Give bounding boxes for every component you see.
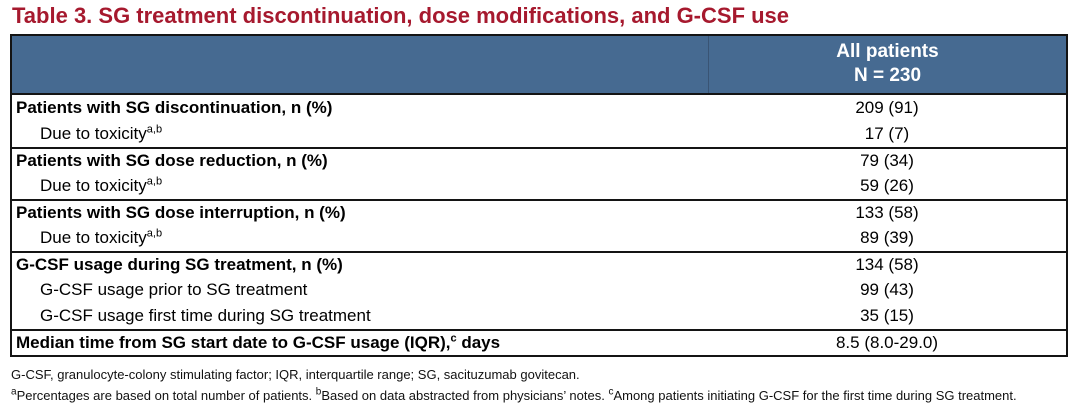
superscript-marker: a,b — [146, 123, 163, 136]
table-row: Patients with SG dose reduction, n (%) 79… — [12, 147, 1066, 173]
superscript-marker: a,b — [146, 175, 163, 188]
table-row: Patients with SG dose interruption, n (%… — [12, 199, 1066, 225]
data-table: All patients N = 230 Patients with SG di… — [10, 34, 1068, 358]
footnote-superscript-marker: a — [11, 387, 17, 399]
table-header-row: All patients N = 230 — [12, 36, 1066, 96]
footnote-superscript-marker: b — [315, 387, 322, 399]
footnote-superscript-marker: c — [608, 387, 614, 399]
header-empty-cell — [12, 36, 708, 93]
table-row: Due to toxicitya,b 17 (7) — [12, 121, 1066, 147]
row-label: G-CSF usage first time during SG treatme… — [40, 306, 371, 326]
table-row: Due to toxicitya,b 89 (39) — [12, 225, 1066, 251]
row-value: 8.5 (8.0-29.0) — [835, 333, 939, 353]
row-value: 17 (7) — [864, 124, 910, 144]
table-row: Due to toxicitya,b 59 (26) — [12, 173, 1066, 199]
table-title: Table 3. SG treatment discontinuation, d… — [12, 3, 790, 28]
footnotes: G-CSF, granulocyte-colony stimulating fa… — [11, 367, 1080, 403]
table-row: G-CSF usage prior to SG treatment 99 (43) — [12, 277, 1066, 303]
row-label: Patients with SG dose interruption, n (%… — [16, 203, 346, 223]
row-label: Patients with SG dose reduction, n (%) — [16, 151, 328, 171]
footnote-abbreviations: G-CSF, granulocyte-colony stimulating fa… — [11, 367, 580, 383]
row-value: 134 (58) — [855, 255, 919, 275]
row-value: 89 (39) — [860, 228, 914, 248]
table-row: Median time from SG start date to G-CSF … — [12, 329, 1066, 355]
header-all-patients-cell: All patients N = 230 — [708, 36, 1066, 94]
superscript-marker: a,b — [146, 227, 163, 240]
table-row: G-CSF usage first time during SG treatme… — [12, 303, 1066, 329]
row-label: Due to toxicitya,b — [40, 175, 163, 196]
row-label: Median time from SG start date to G-CSF … — [16, 332, 501, 353]
table-row: Patients with SG discontinuation, n (%) 2… — [12, 95, 1066, 121]
row-label: Patients with SG discontinuation, n (%) — [16, 98, 333, 118]
row-label: Due to toxicitya,b — [40, 123, 163, 144]
row-value: 59 (26) — [860, 176, 914, 196]
row-value: 79 (34) — [860, 151, 914, 171]
table-body: Patients with SG discontinuation, n (%) 2… — [12, 95, 1066, 356]
row-label: G-CSF usage during SG treatment, n (%) — [16, 255, 343, 275]
page: Table 3. SG treatment discontinuation, d… — [0, 3, 1080, 403]
row-value: 209 (91) — [855, 98, 919, 118]
row-value: 133 (58) — [855, 203, 919, 223]
row-value: 99 (43) — [860, 280, 914, 300]
footnote-superscript-notes: aPercentages are based on total number o… — [11, 387, 1017, 404]
superscript-marker: c — [450, 332, 457, 345]
table-row: G-CSF usage during SG treatment, n (%) 13… — [12, 251, 1066, 277]
header-col-title: All patients — [836, 41, 939, 63]
header-col-subtitle: N = 230 — [853, 65, 922, 87]
row-label: Due to toxicitya,b — [40, 227, 163, 248]
row-value: 35 (15) — [860, 306, 914, 326]
row-label: G-CSF usage prior to SG treatment — [40, 280, 308, 300]
